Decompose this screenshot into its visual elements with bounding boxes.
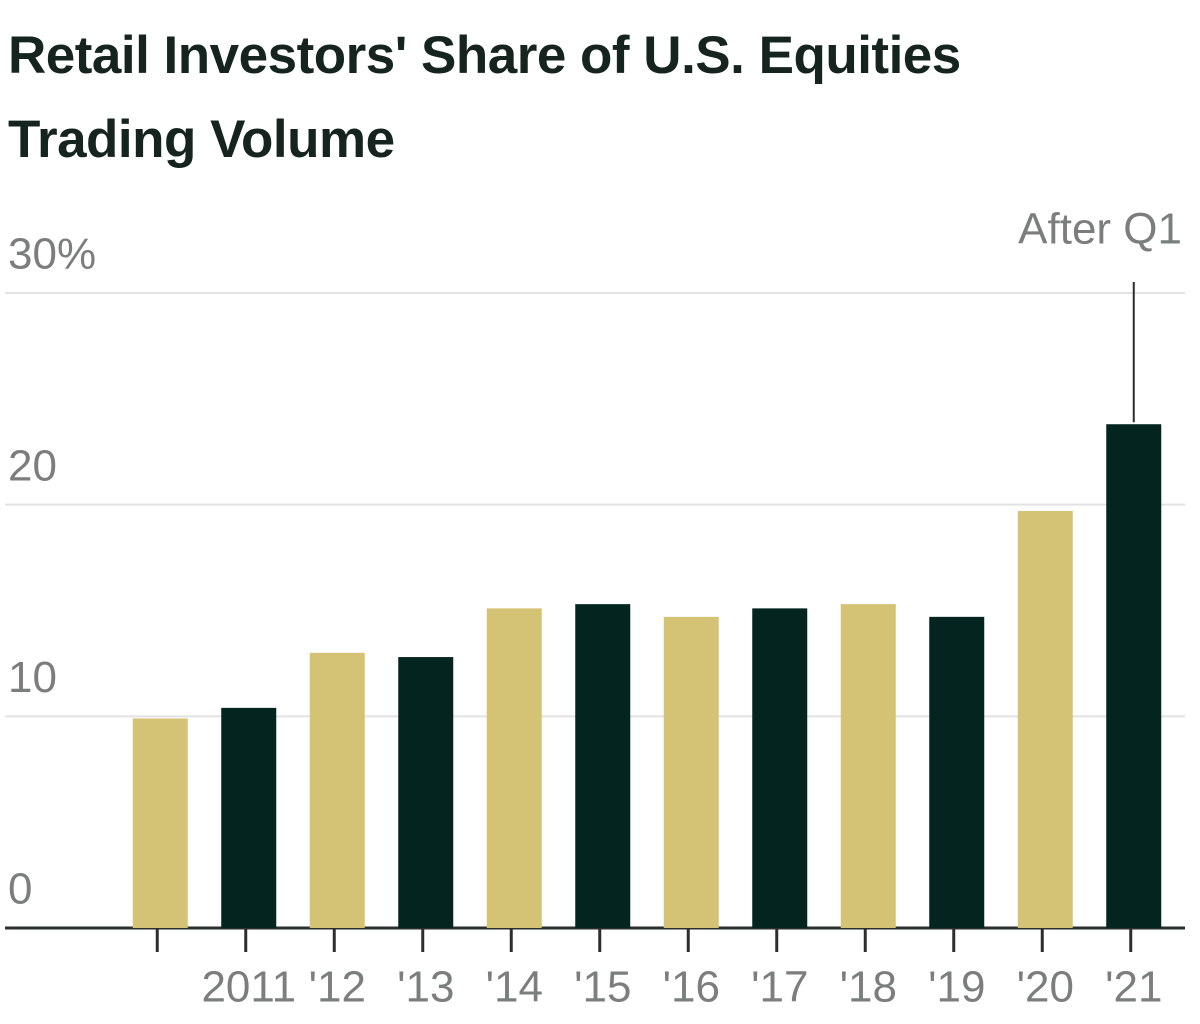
bar [575,604,631,928]
x-tick-label: '16 [663,963,720,1012]
x-tick-label: '20 [1017,963,1074,1012]
bar [929,616,985,928]
x-tick-label: '17 [751,963,808,1012]
bar [752,608,808,928]
bar [663,616,719,928]
bar [486,608,542,928]
y-tick-label: 20 [8,441,57,490]
annotation: After Q1 [1018,205,1182,254]
bar [840,604,896,928]
bar [1106,424,1162,928]
y-tick-label: 10 [8,653,57,702]
x-tick-label: '12 [309,963,366,1012]
y-tick-label: 0 [8,865,32,914]
chart-title: Retail Investors' Share of U.S. Equities… [8,26,961,169]
x-tick-label: '18 [840,963,897,1012]
bar [398,657,454,928]
x-tick-label: '19 [928,963,985,1012]
x-tick-label: '14 [486,963,543,1012]
y-tick-label: 30% [8,230,96,279]
bar [221,707,277,928]
bar [132,718,188,928]
x-tick-label: '15 [574,963,631,1012]
x-tick-label: '21 [1105,963,1162,1012]
bar [309,652,365,928]
x-tick-label: '13 [397,963,454,1012]
bar [1017,511,1073,928]
x-tick-label: 2011 [201,963,296,1012]
